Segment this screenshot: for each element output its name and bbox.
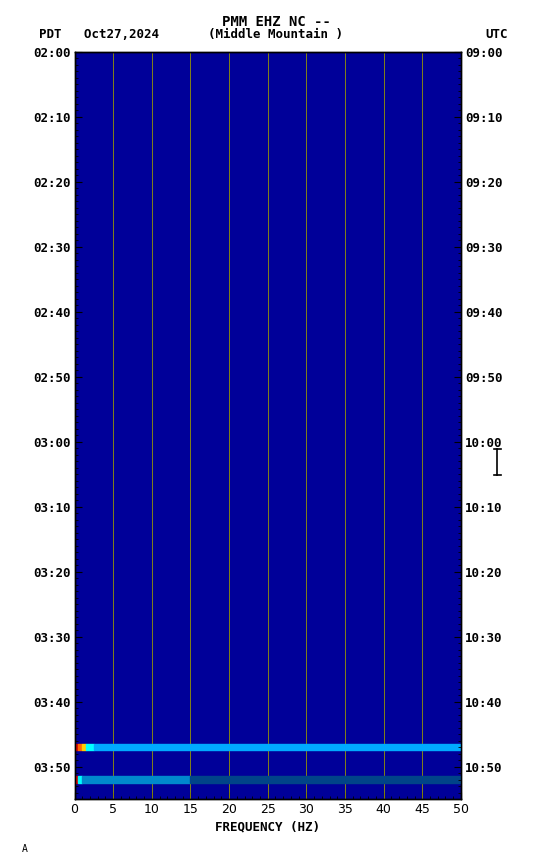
- Text: PMM EHZ NC --: PMM EHZ NC --: [221, 15, 331, 29]
- Bar: [75, 777, 78, 783]
- Bar: [86, 744, 94, 751]
- Text: PDT   Oct27,2024: PDT Oct27,2024: [39, 28, 158, 41]
- X-axis label: FREQUENCY (HZ): FREQUENCY (HZ): [215, 821, 320, 834]
- Bar: [82, 777, 190, 783]
- Bar: [82, 744, 86, 751]
- Bar: [78, 744, 82, 751]
- Bar: [190, 777, 461, 783]
- Bar: [94, 744, 461, 751]
- Bar: [75, 744, 78, 751]
- Text: UTC: UTC: [486, 28, 508, 41]
- Bar: [78, 777, 82, 783]
- Text: (Middle Mountain ): (Middle Mountain ): [209, 28, 343, 41]
- Text: A: A: [22, 843, 28, 854]
